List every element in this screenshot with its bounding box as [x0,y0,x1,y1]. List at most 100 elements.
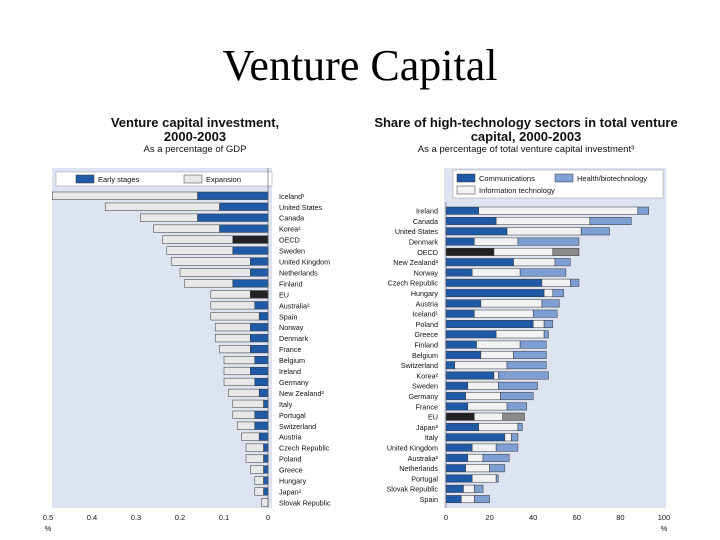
category-label: Hungary [411,289,439,298]
bar-health-biotechnology [637,206,649,215]
bar-communications [445,340,477,349]
x-unit-label: % [45,524,52,533]
bar-communications [445,278,543,287]
bar-early-stages [250,290,269,299]
category-label: Sweden [279,247,305,256]
bar-communications [445,206,479,215]
bar-information-technology [506,227,582,236]
category-label: Czech Republic [388,279,439,288]
bar-information-technology [493,371,499,380]
bar-expansion [250,465,264,474]
bar-communications [445,258,514,267]
category-label: Portugal [279,411,306,420]
bar-health-biotechnology [552,247,580,256]
bar-information-technology [513,258,556,267]
bar-information-technology [476,340,521,349]
bar-information-technology [454,361,508,370]
category-label: Netherlands [399,464,438,473]
bar-expansion [219,345,251,354]
bar-expansion [232,399,264,408]
bar-communications [445,268,473,277]
category-label: Korea² [279,225,301,234]
x-tick-label: 0.1 [219,513,229,522]
bar-communications [445,330,497,339]
category-label: Germany [408,392,438,401]
bar-communications [445,423,479,431]
category-label: Japan² [416,423,439,432]
bar-information-technology [471,443,497,452]
legend-label-expansion: Expansion [206,175,241,184]
legend-swatch-early [75,174,95,184]
bar-expansion [223,366,251,376]
bar-information-technology [541,278,571,287]
left-chart-subtitle: As a percentage of GDP [143,144,247,155]
legend-swatch-expansion [183,174,203,184]
bar-information-technology [467,402,508,411]
category-label: OECD [279,236,300,245]
bar-early-stages [263,443,269,452]
category-label: Sweden [412,382,438,391]
bar-health-biotechnology [517,237,580,246]
bar-health-biotechnology [570,278,580,287]
category-label: Switzerland [279,422,316,431]
x-tick-label: 20 [485,513,493,522]
right-chart-subtitle: As a percentage of total venture capital… [417,144,635,155]
bar-communications [445,474,473,483]
bar-communications [445,402,469,411]
bar-health-biotechnology [543,330,549,339]
bar-health-biotechnology [513,350,547,359]
bar-early-stages [254,301,269,310]
category-label: Norway [414,268,439,277]
bar-early-stages [258,312,269,321]
category-label: Czech Republic [279,444,330,453]
x-tick-label: 0.4 [87,513,97,522]
category-label: EU [428,413,438,422]
bar-expansion [210,312,260,321]
bar-health-biotechnology [474,484,484,493]
bar-expansion [184,279,234,288]
bar-communications [445,371,495,380]
bar-expansion [162,235,234,244]
bar-communications [445,237,475,246]
bar-expansion [261,498,269,507]
bar-communications [445,299,482,308]
category-label: Belgium [279,356,305,365]
category-label: France [416,402,438,411]
category-label: Portugal [411,474,438,483]
category-label: Belgium [412,351,438,360]
bar-early-stages [250,257,269,266]
bar-early-stages [254,356,269,365]
category-label: Spain [279,312,297,321]
category-label: Canada [279,214,304,223]
bar-health-biotechnology [552,289,564,298]
category-label: Canada [413,217,438,226]
bar-early-stages [250,323,269,332]
bar-early-stages [197,191,269,200]
category-label: Hungary [279,477,307,486]
category-label: Slovak Republic [386,485,438,494]
bar-information-technology [465,464,490,473]
bar-communications [445,320,534,328]
bar-information-technology [474,237,519,246]
bar-information-technology [474,309,534,318]
bar-health-biotechnology [498,381,538,390]
bar-expansion [245,454,264,463]
bar-expansion [228,388,260,397]
category-label: Norway [279,323,304,332]
left-legend-box [55,171,273,187]
bar-information-technology [465,392,501,401]
category-label: Italy [279,400,293,409]
category-label: Denmark [279,334,309,343]
x-tick-label: 80 [616,513,624,522]
bar-communications [445,495,462,504]
bar-expansion [254,487,264,496]
category-label: Finland [279,279,303,288]
category-label: New Zealand² [393,258,438,267]
category-label: EU [279,290,289,299]
x-tick-label: 0.5 [43,513,53,522]
category-label: Netherlands [279,268,318,277]
bar-communications [445,217,497,225]
bar-early-stages [250,345,269,354]
bar-health-biotechnology [511,433,519,442]
category-label: Japan² [279,487,302,496]
